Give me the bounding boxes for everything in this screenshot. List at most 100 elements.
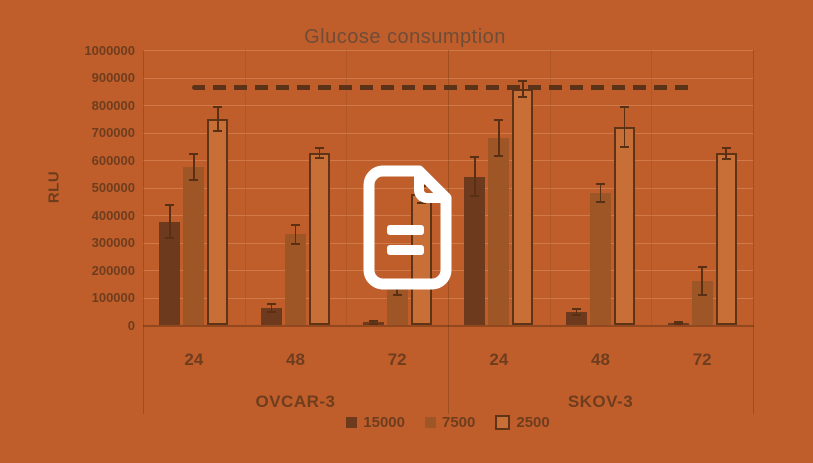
bar-7500 — [285, 234, 306, 325]
error-bar — [498, 120, 500, 156]
legend-swatch — [495, 414, 511, 430]
error-bar-cap — [620, 146, 629, 149]
gridline — [143, 297, 753, 299]
y-tick-label: 800000 — [91, 97, 135, 113]
error-bar — [725, 147, 727, 159]
error-bar-cap — [620, 105, 629, 108]
error-bar — [193, 153, 195, 181]
gridline — [143, 50, 753, 51]
panel-label-skov-3: SKOV-3 — [567, 392, 634, 411]
error-bar-cap — [416, 201, 426, 204]
error-bar-cap — [697, 266, 707, 269]
error-bar-cap — [673, 321, 683, 324]
bar-2500 — [512, 89, 534, 325]
legend-swatch — [424, 416, 436, 428]
error-bar-cap — [165, 204, 175, 207]
bar-15000 — [159, 221, 181, 325]
error-bar-cap — [721, 157, 731, 160]
error-bar-cap — [267, 302, 276, 305]
bar-2500 — [207, 118, 229, 325]
error-bar — [474, 157, 476, 196]
group-separator — [143, 50, 144, 325]
error-bar-cap — [721, 146, 731, 149]
y-tick-label: 1000000 — [84, 42, 135, 58]
axis-divider — [143, 325, 144, 414]
error-bar — [623, 106, 626, 148]
gridline — [143, 77, 753, 79]
category-label: 72 — [692, 350, 712, 369]
category-label: 48 — [286, 350, 305, 369]
error-bar-cap — [494, 119, 504, 122]
gridline — [143, 105, 753, 106]
error-bar-cap — [368, 322, 378, 325]
error-bar — [217, 106, 219, 131]
error-bar-cap — [315, 157, 324, 160]
category-label: 48 — [591, 350, 610, 369]
group-separator — [651, 50, 653, 325]
error-bar-cap — [368, 319, 378, 322]
error-bar-cap — [315, 147, 324, 150]
group-separator — [753, 50, 754, 325]
error-bar — [599, 183, 602, 203]
error-bar — [701, 267, 703, 295]
y-tick-label: 0 — [127, 317, 135, 333]
legend-label: 15000 — [363, 413, 405, 431]
gridline — [143, 187, 753, 189]
category-label: 24 — [489, 350, 509, 369]
group-separator — [549, 50, 551, 325]
y-tick-label: 900000 — [91, 70, 135, 85]
error-bar — [318, 148, 321, 159]
error-bar-cap — [165, 237, 175, 240]
error-bar-cap — [697, 293, 707, 296]
error-bar-cap — [189, 179, 199, 182]
bar-7500 — [183, 166, 205, 325]
bar-7500 — [590, 193, 611, 325]
error-bar-cap — [392, 293, 402, 296]
bar-15000 — [566, 311, 587, 325]
error-bar-cap — [596, 201, 605, 204]
y-tick-label: 100000 — [91, 290, 135, 305]
legend-item-2500: 2500 — [495, 413, 550, 431]
category-label: 24 — [184, 350, 204, 369]
legend-label: 2500 — [516, 413, 550, 431]
error-bar-cap — [572, 313, 581, 316]
y-tick-label: 700000 — [91, 125, 135, 140]
bar-2500 — [715, 153, 737, 325]
x-axis-line — [143, 325, 754, 327]
y-tick-label: 300000 — [91, 235, 135, 250]
error-bar — [372, 320, 374, 324]
y-tick-label: 500000 — [91, 180, 135, 195]
error-bar-cap — [291, 242, 300, 245]
error-bar-cap — [470, 156, 480, 159]
error-bar-cap — [572, 308, 581, 311]
error-bar-cap — [518, 96, 528, 99]
reference-dashed-line — [192, 84, 696, 90]
error-bar — [294, 224, 297, 244]
bar-7500 — [488, 138, 510, 325]
bar-2500 — [614, 127, 635, 325]
error-bar-cap — [596, 182, 605, 185]
gridline — [143, 132, 753, 134]
error-bar — [677, 322, 679, 325]
error-bar-cap — [470, 194, 480, 197]
group-separator — [448, 50, 449, 325]
error-bar — [270, 303, 273, 313]
bar-7500 — [691, 281, 713, 325]
axis-divider — [753, 325, 754, 414]
error-bar — [575, 309, 578, 315]
group-separator — [244, 50, 246, 325]
y-tick-label: 600000 — [91, 152, 135, 168]
error-bar-cap — [673, 323, 683, 326]
bar-15000 — [464, 176, 486, 325]
legend-label: 7500 — [441, 413, 476, 431]
group-separator — [346, 50, 348, 325]
error-bar-cap — [267, 311, 276, 314]
document-icon — [363, 165, 452, 290]
y-tick-label: 400000 — [91, 207, 135, 223]
panel-label-ovcar-3: OVCAR-3 — [255, 392, 336, 411]
category-label: 72 — [387, 350, 407, 369]
error-bar-cap — [189, 152, 199, 155]
legend-swatch — [346, 416, 358, 428]
